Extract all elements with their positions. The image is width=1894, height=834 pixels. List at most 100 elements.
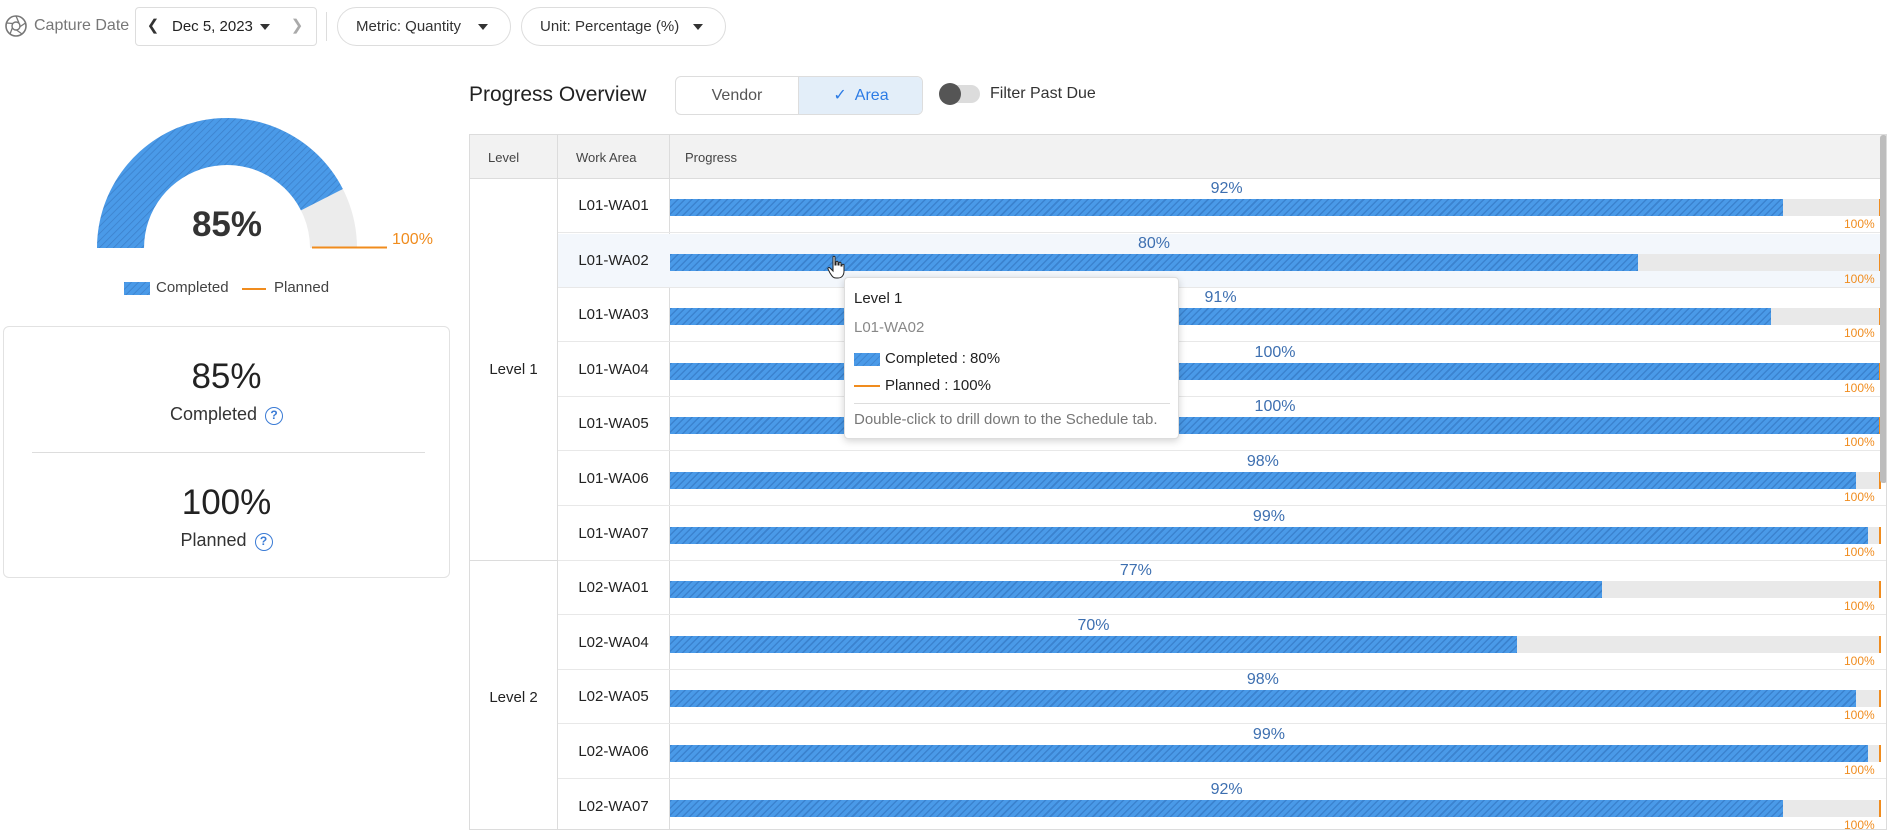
planned-percent-label: 100% [1844, 380, 1875, 395]
filter-past-due-label: Filter Past Due [990, 85, 1096, 102]
table-row[interactable]: L01-WA01 92% 100% [558, 179, 1886, 233]
progress-bar-track[interactable] [670, 253, 1880, 271]
progress-percent-label: 99% [1252, 507, 1285, 525]
planned-marker [1879, 745, 1881, 762]
tab-area-label: Area [854, 87, 889, 104]
planned-percent-label: 100% [1844, 490, 1875, 504]
gauge-value: 85% [191, 205, 263, 244]
work-area-cell: L01-WA03 [578, 306, 649, 324]
chevron-left-icon[interactable]: ❮ [146, 17, 160, 34]
tooltip-level: Level 1 [854, 290, 903, 307]
table-row[interactable]: L01-WA05 100% 100% [558, 397, 1886, 452]
tab-area[interactable]: ✓ Area [799, 77, 922, 114]
table-header: Level Work Area Progress [470, 135, 1886, 179]
progress-bar-fill[interactable] [670, 581, 1602, 599]
planned-line-icon [242, 288, 266, 290]
toolbar: Capture Date ❮ Dec 5, 2023 ❯ Metric: Qua… [0, 0, 1894, 52]
tooltip-completed: Completed : 80% [885, 350, 1001, 367]
level-cell: Level 2 [489, 688, 538, 706]
tab-vendor[interactable]: Vendor [676, 77, 799, 114]
metric-dropdown[interactable]: Metric: Quantity [337, 7, 511, 46]
progress-percent-label: 80% [1137, 234, 1171, 252]
planned-percent-label: 100% [1844, 435, 1875, 450]
help-icon[interactable]: ? [254, 533, 273, 551]
progress-bar-track[interactable] [670, 472, 1880, 489]
completed-summary: Completed? [4, 404, 449, 425]
progress-percent-label: 70% [1077, 616, 1110, 634]
table-row[interactable]: L01-WA06 98% 100% [558, 452, 1886, 506]
table-row[interactable]: L02-WA05 98% 100% [558, 670, 1886, 725]
table-row[interactable]: L02-WA07 92% 100% [558, 780, 1886, 830]
progress-percent-label: 98% [1246, 453, 1279, 470]
completed-swatch-icon [854, 353, 880, 366]
work-area-cell: L01-WA01 [578, 197, 649, 214]
header-progress: Progress [685, 150, 738, 165]
unit-dropdown[interactable]: Unit: Percentage (%) [521, 7, 726, 46]
hand-cursor-icon [827, 255, 845, 279]
metric-dropdown-label: Metric: Quantity [356, 18, 462, 35]
progress-percent-label: 100% [1254, 343, 1296, 361]
toolbar-divider [326, 12, 327, 41]
unit-dropdown-label: Unit: Percentage (%) [540, 18, 680, 35]
progress-bar-track[interactable] [670, 581, 1880, 599]
progress-tooltip: Level 1 L01-WA02 Completed : 80% Planned… [844, 277, 1179, 439]
progress-bar-fill[interactable] [670, 745, 1868, 762]
planned-summary-label: Planned [180, 530, 247, 550]
filter-past-due-toggle[interactable] [939, 83, 980, 105]
planned-marker [1879, 799, 1881, 817]
table-scrollbar[interactable] [1880, 135, 1886, 483]
tooltip-hint: Double-click to drill down to the Schedu… [854, 411, 1158, 428]
progress-bar-fill[interactable] [670, 199, 1784, 216]
progress-percent-label: 99% [1252, 726, 1285, 743]
capture-date-picker[interactable]: ❮ Dec 5, 2023 ❯ [135, 7, 317, 46]
work-area-cell: L01-WA05 [578, 415, 649, 433]
progress-bar-fill[interactable] [670, 526, 1868, 544]
progress-bar-track[interactable] [670, 799, 1880, 817]
progress-bar-fill[interactable] [670, 253, 1638, 271]
progress-bar-fill[interactable] [670, 635, 1517, 653]
view-toggle: Vendor ✓ Area [675, 76, 923, 115]
planned-marker [1879, 581, 1881, 599]
aperture-icon [5, 15, 27, 37]
level-cell: Level 1 [489, 361, 538, 379]
gauge-planned-label: 100% [392, 231, 433, 248]
progress-bar-track[interactable] [670, 690, 1880, 708]
progress-percent-label: 92% [1210, 180, 1243, 197]
legend-planned-label: Planned [274, 279, 330, 296]
progress-table: Level Work Area Progress L01-WA01 92% 100%… [469, 134, 1887, 830]
progress-bar-fill[interactable] [670, 308, 1772, 326]
column-divider [669, 135, 670, 829]
planned-summary: Planned? [4, 530, 449, 551]
table-row[interactable]: L01-WA02 80% 100% [558, 233, 1886, 288]
summary-card: 85% Completed? 100% Planned? [3, 326, 450, 578]
header-level: Level [488, 150, 520, 165]
tooltip-planned: Planned : 100% [885, 377, 991, 394]
capture-date-value[interactable]: Dec 5, 2023 [172, 18, 253, 35]
progress-bar-fill[interactable] [670, 472, 1856, 489]
progress-bar-track[interactable] [670, 745, 1880, 762]
tooltip-work-area: L01-WA02 [854, 319, 925, 336]
progress-bar-fill[interactable] [670, 690, 1856, 708]
table-row[interactable]: L02-WA06 99% 100% [558, 725, 1886, 779]
table-row[interactable]: L01-WA03 91% 100% [558, 288, 1886, 343]
table-row[interactable]: L01-WA04 100% 100% [558, 343, 1886, 397]
progress-bar-track[interactable] [670, 526, 1880, 544]
planned-marker [1879, 635, 1881, 653]
table-row[interactable]: L01-WA07 99% 100% [558, 507, 1886, 561]
planned-line-icon [854, 385, 880, 387]
planned-percent-label: 100% [1844, 326, 1875, 341]
caret-down-icon[interactable] [260, 24, 270, 30]
planned-percent-label: 100% [1844, 544, 1875, 559]
legend-completed-label: Completed [156, 279, 229, 296]
table-row[interactable]: L02-WA04 70% 100% [558, 616, 1886, 670]
chevron-right-icon[interactable]: ❯ [290, 17, 304, 34]
progress-percent-label: 98% [1246, 671, 1279, 689]
progress-bar-track[interactable] [670, 199, 1880, 216]
table-row[interactable]: L02-WA01 77% 100% [558, 561, 1886, 616]
completed-summary-label: Completed [169, 404, 258, 424]
help-icon[interactable]: ? [265, 407, 284, 425]
planned-percent-label: 100% [1844, 817, 1875, 830]
tab-vendor-label: Vendor [711, 87, 763, 104]
progress-bar-track[interactable] [670, 635, 1880, 653]
progress-bar-fill[interactable] [670, 799, 1784, 817]
